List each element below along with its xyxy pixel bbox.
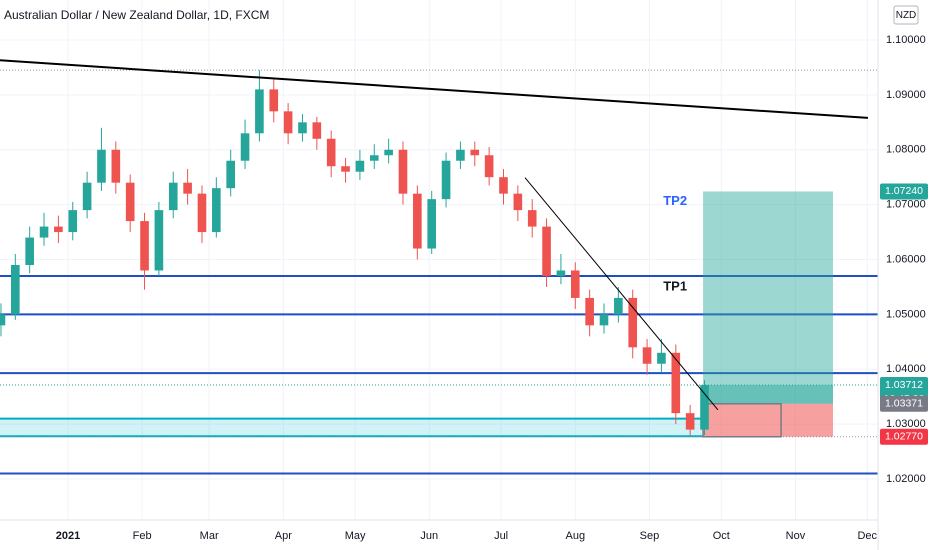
candle-body	[298, 122, 307, 134]
candle-body	[326, 138, 336, 167]
y-tick-label: 1.09000	[886, 89, 926, 101]
candle-body	[125, 182, 135, 222]
candle-body	[283, 111, 293, 134]
entry-tag-bg	[880, 395, 928, 412]
candle-body	[168, 182, 178, 211]
candle-body	[614, 297, 623, 315]
currency-box[interactable]	[893, 5, 919, 25]
currency[interactable]: NZD	[896, 10, 917, 21]
candle-body	[671, 352, 681, 414]
candle-body	[628, 297, 638, 348]
candle-body	[97, 149, 106, 183]
y-tick-label: 1.07000	[886, 199, 926, 211]
candle-body	[527, 210, 537, 227]
candle-body	[499, 177, 508, 194]
candle-body	[154, 210, 164, 271]
x-tick-label: Dec	[857, 530, 877, 542]
x-tick-label: Jul	[494, 530, 508, 542]
candle-body	[570, 270, 580, 298]
x-tick-label: 2021	[56, 530, 80, 542]
candle-body	[384, 149, 393, 156]
x-tick-label: May	[345, 530, 366, 542]
y-tick-label: 1.05000	[886, 308, 926, 320]
y-tick-label: 1.04000	[886, 363, 926, 375]
candle-body	[413, 193, 422, 249]
candle-body	[111, 149, 121, 183]
candle-body	[140, 221, 149, 271]
candle-body	[657, 352, 666, 364]
candle-body	[54, 226, 63, 233]
trendline	[0, 59, 869, 119]
y-tick-label: 1.06000	[886, 253, 926, 265]
candle-body	[700, 385, 709, 430]
trendline	[524, 177, 719, 411]
stop-tag: 1.02770	[885, 431, 923, 443]
candle-body	[441, 160, 451, 200]
x-tick-label: Nov	[786, 530, 806, 542]
candle-body	[484, 155, 494, 178]
candle-body	[369, 155, 379, 161]
candle-body	[542, 226, 551, 276]
x-tick-label: Feb	[133, 530, 152, 542]
candle-body	[513, 193, 523, 211]
x-tick-label: Aug	[565, 530, 585, 542]
candle-body	[341, 166, 350, 172]
stop-tag-bg	[880, 428, 928, 445]
candle-body	[68, 210, 78, 233]
candle-body	[585, 297, 594, 326]
profit-filled	[703, 385, 834, 404]
profit-zone	[703, 191, 834, 404]
candle-body	[240, 133, 250, 161]
tp1-label: TP1	[663, 278, 687, 293]
target-tag: 1.07240	[885, 185, 923, 197]
plot-area: TP2 TP1	[0, 0, 878, 520]
candle-body	[255, 89, 264, 134]
x-tick-label: Jun	[420, 530, 438, 542]
x-tick-label: Sep	[640, 530, 660, 542]
candle-body	[269, 89, 279, 112]
candle-body	[427, 199, 437, 249]
candle-body	[456, 149, 465, 161]
y-tick-label: 1.10000	[886, 34, 926, 46]
candle-body	[82, 182, 92, 211]
candle-body	[25, 237, 34, 265]
candle-body	[470, 149, 480, 156]
candle-body	[599, 314, 609, 326]
candle-body	[197, 193, 207, 233]
candle-body	[0, 314, 6, 326]
candle-body	[11, 264, 20, 315]
chart-title: Australian Dollar / New Zealand Dollar, …	[4, 8, 269, 22]
candle-body	[39, 226, 49, 238]
candle-body	[226, 160, 235, 189]
x-tick-label: Oct	[713, 530, 730, 542]
y-tick-label: 1.02000	[886, 473, 926, 485]
support-zone	[0, 418, 704, 437]
tp2-label: TP2	[663, 193, 687, 208]
candle-body	[398, 149, 408, 194]
candle-body	[685, 413, 695, 430]
y-tick-label: 1.08000	[886, 144, 926, 156]
candle-body	[312, 122, 322, 139]
candle-body	[212, 188, 221, 233]
candle-body	[642, 347, 652, 364]
candle-body	[355, 160, 365, 172]
x-tick-label: Mar	[200, 530, 219, 542]
x-tick-label: Apr	[275, 530, 292, 542]
y-tick-label: 1.03000	[886, 418, 926, 430]
target-tag-bg	[880, 183, 928, 200]
candle-body	[183, 182, 192, 194]
last-price-tag: 1.03712	[885, 379, 923, 391]
candle-body	[556, 270, 566, 276]
entry-tag: 1.03371	[885, 398, 923, 410]
stop-zone	[703, 403, 834, 437]
